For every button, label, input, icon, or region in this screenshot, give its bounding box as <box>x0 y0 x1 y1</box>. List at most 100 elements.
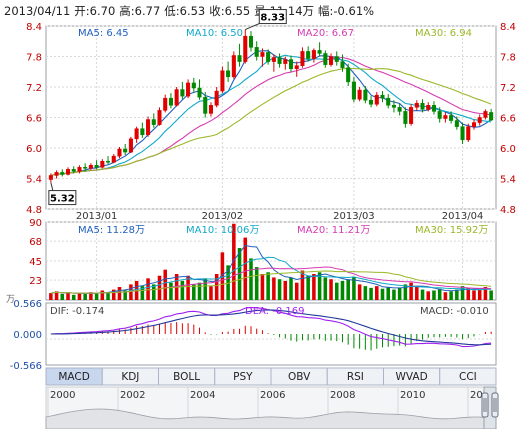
price-grid <box>46 25 496 210</box>
volume-bar <box>243 237 248 300</box>
volume-bar <box>54 291 59 300</box>
macd-value-label: MACD: -0.010 <box>420 306 489 317</box>
vol-legend-ma10: MA10: 10.06万 <box>186 225 259 236</box>
candle-body <box>237 55 242 62</box>
volume-bar <box>363 286 368 300</box>
volume-bar <box>329 279 333 300</box>
candle-body <box>317 50 322 54</box>
candle-body <box>311 50 316 59</box>
candle-body <box>426 105 431 110</box>
price-x-tick-label: 2013/02 <box>202 211 244 222</box>
overview-right-handle[interactable] <box>491 392 499 418</box>
header-close: 收:6.55 <box>209 4 250 18</box>
overview-year-label: 2004 <box>190 390 215 401</box>
volume-bar <box>369 287 373 300</box>
macd-y-ticks: 0.566 0.000 -0.566 <box>10 299 42 372</box>
volume-bar <box>203 278 208 300</box>
price-x-tick-label: 2013/04 <box>442 211 484 222</box>
price-y-tick-label: 7.8 <box>26 53 42 64</box>
price-y-tick-label-right: 6.6 <box>500 114 516 125</box>
volume-bar <box>89 292 93 300</box>
volume-bar <box>392 289 396 300</box>
candle-body <box>48 175 53 180</box>
overview-navigator[interactable]: 2000200220042006200820102012 <box>45 386 499 430</box>
volume-bar <box>483 287 488 300</box>
candle-body <box>134 128 139 140</box>
volume-bar <box>357 284 362 300</box>
low-annotation-box <box>48 190 77 206</box>
price-y-tick-label-right: 5.4 <box>500 175 516 186</box>
tab-rsi-label: RSI <box>347 371 364 383</box>
price-y-tick-label-right: 6.0 <box>500 144 516 155</box>
tab-cci[interactable] <box>439 367 497 386</box>
candle-body <box>391 105 396 108</box>
header-change: 幅:-0.61% <box>318 4 374 18</box>
candle-body <box>471 122 477 127</box>
volume-bar <box>317 272 322 300</box>
tab-macd-label: MACD <box>58 371 89 383</box>
volume-bar <box>117 287 122 300</box>
candle-body <box>369 99 374 105</box>
price-y-ticks-right: 8.4 7.8 7.2 6.6 6.0 5.4 4.8 <box>500 22 516 216</box>
volume-bar <box>386 287 390 300</box>
macd-panel-frame <box>45 302 497 366</box>
candle-body <box>111 155 116 163</box>
volume-bar <box>300 270 305 300</box>
volume-bar <box>432 290 436 300</box>
tab-boll-label: BOLL <box>173 371 200 383</box>
price-y-tick-label: 7.2 <box>26 83 42 94</box>
candle-body <box>208 105 213 114</box>
low-annotation-label: 5.32 <box>50 194 75 205</box>
vol-legend-ma30: MA30: 15.92万 <box>415 225 488 236</box>
candle-body <box>128 138 133 153</box>
macd-dea-label: DEA: -0.169 <box>245 306 304 317</box>
legend-ma30: MA30: 6.94 <box>415 28 472 39</box>
price-y-tick-label-right: 4.8 <box>500 205 516 216</box>
candle-body <box>420 103 425 110</box>
candle-body <box>174 89 179 106</box>
volume-bar <box>420 289 425 300</box>
candle-body <box>54 172 59 176</box>
volume-bar <box>220 252 225 300</box>
overview-left-handle[interactable] <box>481 392 489 418</box>
volume-ma5-line <box>50 244 492 295</box>
candle-body <box>60 172 65 175</box>
volume-bar <box>100 290 105 300</box>
volume-bar <box>192 284 196 300</box>
price-y-tick-label: 4.8 <box>26 205 42 216</box>
overview-year-label: 2000 <box>50 390 75 401</box>
volume-bar <box>254 267 259 300</box>
candle-body <box>146 119 151 136</box>
candle-body <box>374 94 379 105</box>
tab-kdj-label: KDJ <box>121 371 139 383</box>
volume-bar <box>489 290 493 300</box>
tab-psy-label: PSY <box>233 371 253 383</box>
candle-body <box>77 167 82 172</box>
volume-bar <box>415 286 419 300</box>
candle-body <box>397 107 402 112</box>
tab-obv-label: OBV <box>288 371 311 383</box>
candle-body <box>203 96 208 114</box>
price-panel: 8.4 7.8 7.2 6.6 6.0 5.4 4.8 8.4 7.8 7.2 6.6 6.0 5.4… <box>26 9 516 222</box>
volume-ma30-line <box>50 270 492 294</box>
vol-legend-ma5: MA5: 11.28万 <box>78 225 145 236</box>
candle-body <box>283 59 288 64</box>
header-low: 低:6.53 <box>164 4 205 18</box>
overview-year-label: 2002 <box>120 390 145 401</box>
volume-y-tick-label: 45 <box>29 257 42 268</box>
candle-body <box>88 165 93 169</box>
volume-bar <box>197 282 202 300</box>
price-y-tick-label: 5.4 <box>26 175 42 186</box>
volume-y-tick-label: 90 <box>29 218 42 229</box>
candle-body <box>180 89 185 97</box>
volume-bar <box>152 284 156 300</box>
candle-body <box>329 56 334 65</box>
low-annotation-pointer <box>50 182 54 191</box>
volume-legend: MA5: 11.28万 MA10: 10.06万 MA20: 11.21万 MA… <box>78 225 488 236</box>
candle-body <box>140 128 145 136</box>
price-ma-lines <box>50 50 492 176</box>
volume-bar <box>140 286 145 300</box>
candle-body <box>334 56 339 62</box>
volume-bar <box>83 293 87 300</box>
candle-body <box>163 97 168 111</box>
